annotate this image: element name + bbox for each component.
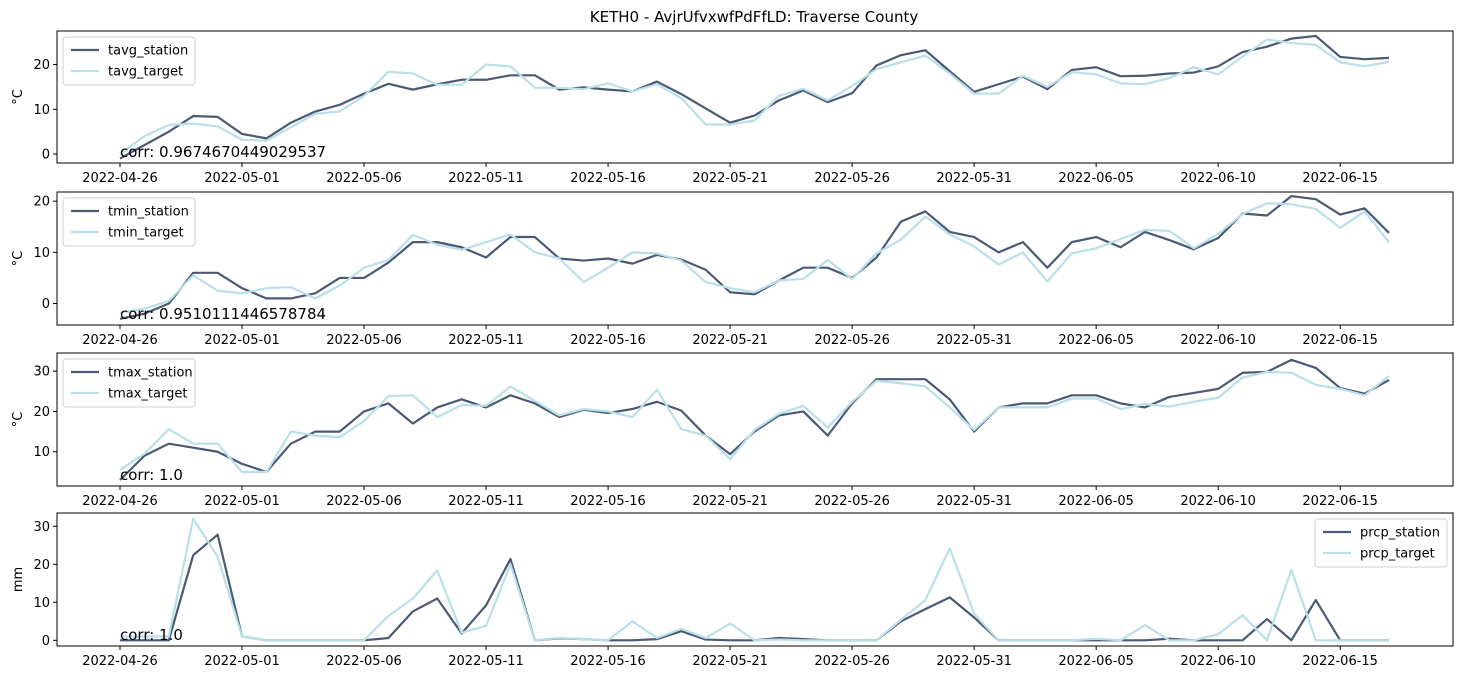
y-tick-label: 20 [33, 558, 50, 573]
y-axis-label: °C [11, 251, 26, 267]
x-tick-label: 2022-04-26 [82, 171, 158, 186]
x-tick-label: 2022-05-31 [936, 333, 1012, 348]
x-tick-label: 2022-05-31 [936, 494, 1012, 509]
series-line-tmin_target [119, 202, 1390, 314]
x-tick-label: 2022-05-21 [692, 171, 768, 186]
legend-label: prcp_target [1360, 547, 1435, 562]
x-tick-label: 2022-05-16 [570, 333, 646, 348]
x-tick-label: 2022-05-26 [814, 333, 890, 348]
x-tick-label: 2022-06-15 [1302, 494, 1378, 509]
axes-frame [56, 30, 1454, 164]
x-tick-label: 2022-05-01 [204, 654, 280, 669]
correlation-annotation: corr: 0.9510111446578784 [120, 305, 326, 323]
series-line-tmax_target [119, 370, 1390, 473]
panel-4: 0 10 20 30 mm 2022-04-26 2022-05-01 2022-05-06 2… [11, 512, 1454, 669]
x-tick-label: 2022-06-05 [1058, 654, 1134, 669]
x-tick-label: 2022-04-26 [82, 654, 158, 669]
x-tick-label: 2022-05-16 [570, 494, 646, 509]
x-tick-label: 2022-05-26 [814, 171, 890, 186]
axes-frame [56, 352, 1454, 487]
x-tick-label: 2022-05-26 [814, 654, 890, 669]
y-tick-label: 10 [33, 103, 50, 118]
legend: tavg_station tavg_target [62, 36, 196, 86]
y-tick-label: 10 [33, 596, 50, 611]
y-axis-label: mm [11, 567, 26, 592]
x-tick-label: 2022-05-11 [448, 654, 524, 669]
series-line-tmin_station [119, 194, 1390, 320]
y-tick-label: 0 [42, 148, 50, 163]
panel-3: 10 20 30 °C 2022-04-26 2022-05-01 2022-05-06 20… [11, 352, 1454, 509]
x-tick-label: 2022-05-11 [448, 171, 524, 186]
x-tick-label: 2022-06-15 [1302, 171, 1378, 186]
legend: tmin_station tmin_target [62, 197, 196, 247]
y-tick-label: 10 [33, 445, 50, 460]
x-tick-label: 2022-05-16 [570, 171, 646, 186]
legend-label: tmin_station [108, 205, 189, 220]
x-tick-label: 2022-05-31 [936, 171, 1012, 186]
correlation-annotation: corr: 1.0 [120, 466, 183, 484]
axes-frame [56, 512, 1454, 647]
figure-title: KETH0 - AvjrUfvxwfPdFfLD: Traverse Count… [590, 8, 919, 26]
series-line-tavg_target [119, 38, 1390, 155]
y-tick-label: 10 [33, 246, 50, 261]
x-tick-label: 2022-06-15 [1302, 654, 1378, 669]
legend: prcp_station prcp_target [1314, 518, 1448, 568]
x-tick-label: 2022-05-06 [326, 171, 402, 186]
x-tick-label: 2022-05-01 [204, 333, 280, 348]
x-tick-label: 2022-05-21 [692, 333, 768, 348]
panel-1: 0 10 20 °C 2022-04-26 2022-05-01 2022-05-06 202… [11, 30, 1454, 186]
x-tick-label: 2022-06-05 [1058, 333, 1134, 348]
x-tick-label: 2022-06-10 [1180, 171, 1256, 186]
y-tick-label: 20 [33, 58, 50, 73]
series-line-prcp_target [120, 517, 1389, 642]
y-axis-label: °C [11, 89, 26, 105]
legend-label: tmax_target [108, 387, 187, 402]
x-tick-label: 2022-05-11 [448, 494, 524, 509]
legend-label: tavg_target [108, 65, 183, 80]
x-tick-label: 2022-05-31 [936, 654, 1012, 669]
x-tick-label: 2022-05-01 [204, 171, 280, 186]
x-tick-label: 2022-06-05 [1058, 171, 1134, 186]
legend-label: tmin_target [108, 226, 184, 241]
panel-2: 0 10 20 °C 2022-04-26 2022-05-01 2022-05-06 202… [11, 191, 1454, 348]
x-tick-label: 2022-06-15 [1302, 333, 1378, 348]
y-tick-label: 0 [42, 297, 50, 312]
legend: tmax_station tmax_target [62, 358, 196, 408]
x-tick-label: 2022-04-26 [82, 333, 158, 348]
x-tick-label: 2022-05-16 [570, 654, 646, 669]
y-tick-label: 20 [33, 405, 50, 420]
y-tick-label: 0 [42, 634, 50, 649]
x-tick-label: 2022-05-21 [692, 494, 768, 509]
x-tick-label: 2022-05-06 [326, 654, 402, 669]
correlation-annotation: corr: 0.9674670449029537 [120, 143, 326, 161]
axes-frame [56, 191, 1454, 326]
x-tick-label: 2022-06-10 [1180, 654, 1256, 669]
x-tick-label: 2022-05-26 [814, 494, 890, 509]
x-tick-label: 2022-05-01 [204, 494, 280, 509]
x-tick-label: 2022-04-26 [82, 494, 158, 509]
correlation-annotation: corr: 1.0 [120, 626, 183, 644]
x-tick-label: 2022-06-05 [1058, 494, 1134, 509]
legend-label: tavg_station [108, 44, 188, 59]
y-tick-label: 20 [33, 195, 50, 210]
y-tick-label: 30 [33, 520, 50, 535]
legend-label: tmax_station [108, 366, 193, 381]
x-tick-label: 2022-05-06 [326, 494, 402, 509]
x-tick-label: 2022-05-06 [326, 333, 402, 348]
x-tick-label: 2022-06-10 [1180, 494, 1256, 509]
y-tick-label: 30 [33, 365, 50, 380]
x-tick-label: 2022-06-10 [1180, 333, 1256, 348]
x-tick-label: 2022-05-11 [448, 333, 524, 348]
legend-label: prcp_station [1360, 526, 1440, 541]
x-tick-label: 2022-05-21 [692, 654, 768, 669]
y-axis-label: °C [11, 412, 26, 428]
